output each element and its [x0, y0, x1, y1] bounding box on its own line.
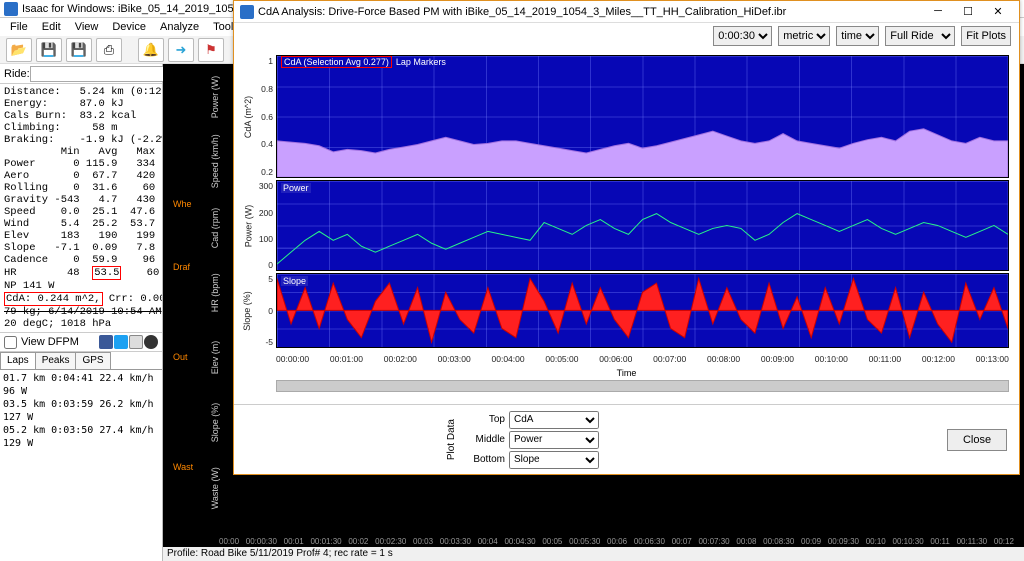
plot2-ylabel: Power (W) [243, 205, 253, 248]
stats-main: Distance: 5.24 km (0:12:31) Energy: 87.0… [4, 86, 162, 279]
dialog-titlebar: CdA Analysis: Drive-Force Based PM with … [234, 1, 1019, 23]
tab-gps[interactable]: GPS [75, 352, 110, 369]
menu-file[interactable]: File [4, 20, 34, 34]
bottom-label: Bottom [463, 454, 505, 465]
stub-out: Out [173, 352, 203, 362]
mail-icon[interactable] [129, 335, 143, 349]
save-button[interactable]: 💾 [36, 38, 62, 62]
xaxis-select[interactable]: time [836, 26, 879, 46]
tab-peaks[interactable]: Peaks [35, 352, 77, 369]
tab-laps[interactable]: Laps [0, 352, 36, 369]
fit-plots-button[interactable]: Fit Plots [961, 26, 1011, 46]
dialog-minimize[interactable]: ─ [923, 5, 953, 18]
menu-edit[interactable]: Edit [36, 20, 67, 34]
dialog-title: CdA Analysis: Drive-Force Based PM with … [258, 6, 786, 18]
view-dfpm-label: View DFPM [21, 336, 79, 348]
top-plot-select[interactable]: CdA [509, 411, 599, 429]
app-icon [4, 2, 18, 16]
plot1-ylabel: CdA (m^2) [243, 96, 253, 138]
bg-time-axis: 00:0000:00:3000:0100:01:3000:0200:02:300… [219, 537, 1014, 546]
dialog-maximize[interactable]: ☐ [953, 5, 983, 18]
stats-main3: Crr: 0.0058 [103, 293, 162, 305]
arrow-button[interactable]: ➜ [168, 38, 194, 62]
twitter-icon[interactable] [114, 335, 128, 349]
top-label: Top [463, 414, 505, 425]
duration-select[interactable]: 0:00:30 [713, 26, 772, 46]
dialog-icon [240, 5, 254, 19]
plot-data-group-label: Plot Data [446, 419, 457, 460]
middle-plot-select[interactable]: Power [509, 431, 599, 449]
laps-list: 01.7 km 0:04:41 22.4 km/h 96 W 03.5 km 0… [0, 370, 162, 561]
ride-label: Ride: [0, 68, 30, 80]
plot-power[interactable]: Power 3002001000 Power (W) [276, 180, 1009, 271]
stub-whe: Whe [173, 199, 203, 209]
bottom-plot-select[interactable]: Slope [509, 451, 599, 469]
plot-cda[interactable]: CdA (Selection Avg 0.277)Lap Markers 10.… [276, 55, 1009, 178]
usb-button[interactable]: ⎙ [96, 38, 122, 62]
statusbar: Profile: Road Bike 5/11/2019 Prof# 4; re… [163, 547, 1024, 561]
middle-label: Middle [463, 434, 505, 445]
dialog-close-button[interactable]: Close [947, 429, 1007, 451]
flag-button[interactable]: ⚑ [198, 38, 224, 62]
dialog-close[interactable]: ✕ [983, 5, 1013, 18]
mini-tabs: Laps Peaks GPS [0, 352, 162, 370]
hr-avg-highlight: 53.5 [92, 266, 121, 280]
lap-row[interactable]: 05.2 km 0:03:50 27.4 km/h 129 W [3, 424, 159, 450]
left-panel: Ride: Note Distance: 5.24 km (0:12:31) E… [0, 64, 163, 561]
plot-scrollbar[interactable] [276, 380, 1009, 392]
lap-row[interactable]: 03.5 km 0:03:59 26.2 km/h 127 W [3, 398, 159, 424]
view-dfpm-checkbox[interactable] [4, 336, 17, 349]
stub-wast: Wast [173, 462, 203, 472]
open-button[interactable]: 📂 [6, 38, 32, 62]
cda-dialog: CdA Analysis: Drive-Force Based PM with … [233, 0, 1020, 475]
facebook-icon[interactable] [99, 335, 113, 349]
plot-slope[interactable]: Slope 50-5 Slope (%) [276, 273, 1009, 348]
cda-highlight: CdA: 0.244 m^2, [4, 292, 103, 306]
stub-draf: Draf [173, 262, 203, 272]
x-axis-label: Time [234, 368, 1019, 378]
range-select[interactable]: Full Ride [885, 26, 955, 46]
lap-row[interactable]: 01.7 km 0:04:41 22.4 km/h 96 W [3, 372, 159, 398]
menu-view[interactable]: View [69, 20, 105, 34]
menu-device[interactable]: Device [106, 20, 152, 34]
stats-block: Distance: 5.24 km (0:12:31) Energy: 87.0… [0, 84, 162, 333]
bell-button[interactable]: 🔔 [138, 38, 164, 62]
stats-main4: 20 degC; 1018 hPa [4, 318, 111, 330]
menu-analyze[interactable]: Analyze [154, 20, 205, 34]
ride-input[interactable] [30, 66, 178, 82]
x-axis-ticks: 00:00:0000:01:0000:02:0000:03:0000:04:00… [276, 354, 1009, 364]
plot3-ylabel: Slope (%) [242, 291, 252, 331]
globe-icon[interactable] [144, 335, 158, 349]
stats-strike: 79 kg; 6/14/2019 10:54 AM [4, 306, 162, 318]
units-select[interactable]: metric [778, 26, 830, 46]
save-all-button[interactable]: 💾 [66, 38, 92, 62]
